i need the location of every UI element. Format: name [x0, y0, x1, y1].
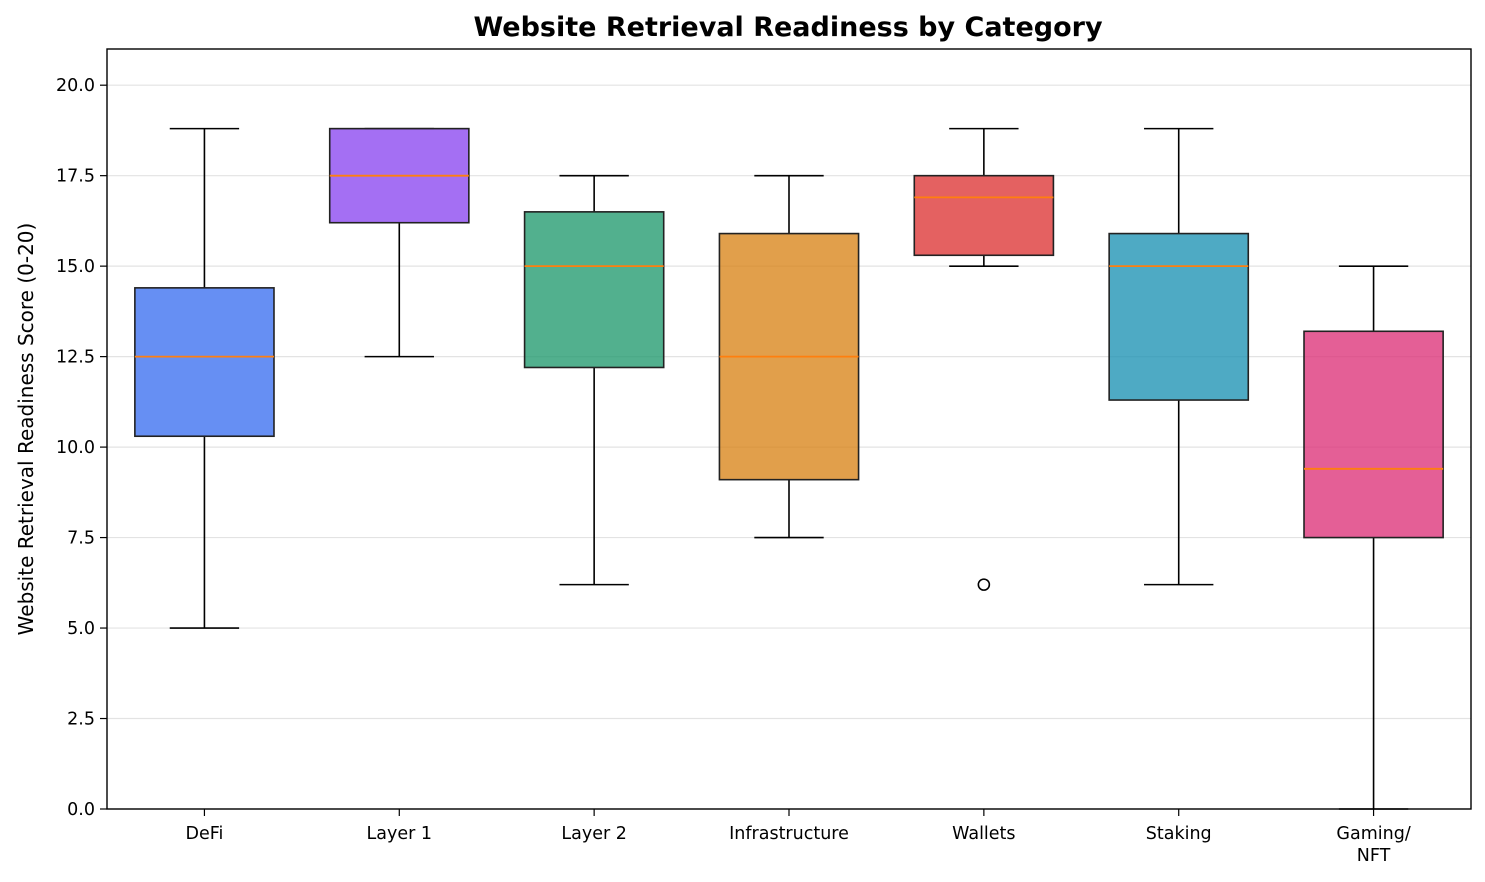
y-tick-label: 0.0 — [67, 800, 95, 820]
y-tick-label: 2.5 — [67, 710, 95, 730]
outlier-point — [977, 578, 991, 591]
iqr-box — [523, 211, 665, 369]
x-tick-label-line: DeFi — [185, 824, 223, 844]
x-tick-label: Gaming/NFT — [1336, 824, 1410, 866]
box-group — [523, 174, 665, 586]
box-group — [1303, 265, 1444, 810]
x-tick-label: Wallets — [952, 824, 1015, 844]
x-tick-label-line: Gaming/ — [1336, 824, 1410, 844]
x-tick-label: Infrastructure — [729, 824, 849, 844]
plot-frame — [106, 48, 1472, 810]
tick-labels: 0.0 2.5 5.0 7.5 10.0 12.5 15.0 17.5 20.0 DeFi Laye… — [56, 76, 1411, 866]
box-group — [134, 127, 275, 629]
box-group — [328, 127, 470, 358]
chart-title: Website Retrieval Readiness by Category — [473, 12, 1103, 43]
axes — [100, 48, 1472, 816]
box-group — [913, 127, 1055, 591]
x-tick-label-line: Infrastructure — [729, 824, 849, 844]
y-axis-label: Website Retrieval Readiness Score (0-20) — [14, 223, 38, 636]
box-group — [1108, 127, 1250, 586]
x-tick-label: Staking — [1146, 824, 1212, 844]
x-tick-label-line: NFT — [1357, 846, 1391, 866]
iqr-box — [1303, 330, 1444, 539]
iqr-box — [1108, 232, 1250, 401]
y-tick-label: 7.5 — [67, 529, 95, 549]
x-tick-label-line: Layer 2 — [561, 824, 627, 844]
x-tick-label: Layer 2 — [561, 824, 627, 844]
x-tick-label-line: Layer 1 — [367, 824, 433, 844]
boxes — [134, 127, 1444, 810]
y-tick-label: 10.0 — [56, 438, 95, 458]
y-tick-label: 17.5 — [56, 167, 95, 187]
x-tick-label-line: Wallets — [952, 824, 1015, 844]
x-tick-label: Layer 1 — [367, 824, 433, 844]
iqr-box — [134, 287, 275, 438]
box-group — [718, 174, 860, 539]
y-tick-label: 5.0 — [67, 619, 95, 639]
y-tick-label: 20.0 — [56, 76, 95, 96]
x-tick-label: DeFi — [185, 824, 223, 844]
x-tick-label-line: Staking — [1146, 824, 1212, 844]
y-tick-label: 12.5 — [56, 348, 95, 368]
y-tick-label: 15.0 — [56, 257, 95, 277]
iqr-box — [913, 174, 1055, 257]
